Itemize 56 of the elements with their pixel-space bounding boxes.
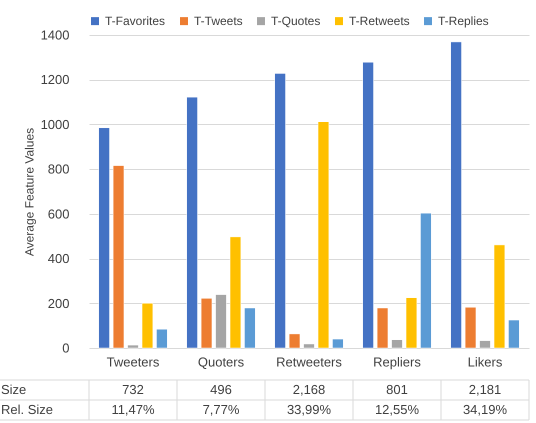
bar: [332, 338, 344, 348]
bar: [156, 328, 168, 348]
text: 2,168: [292, 382, 326, 397]
text: 496: [210, 382, 232, 397]
text: Size: [1, 382, 26, 397]
legend-label: T-Retweets: [349, 14, 410, 28]
bar: [112, 165, 124, 348]
y-tick-label: 400: [48, 251, 70, 266]
legend-label: T-Tweets: [194, 14, 243, 28]
y-tick-label: 0: [62, 340, 70, 356]
text: 801: [386, 382, 408, 397]
bar: [406, 297, 418, 348]
legend-label: T-Replies: [438, 14, 489, 28]
legend-label: T-Favorites: [105, 14, 166, 28]
text: 33,99%: [286, 402, 332, 417]
bar: [127, 344, 139, 348]
text: Rel. Size: [1, 402, 54, 417]
x-tick-label: Retweeters: [276, 354, 342, 370]
bar: [420, 212, 432, 348]
bar: [450, 42, 462, 348]
x-tick-label: Repliers: [373, 354, 422, 370]
bar: [479, 340, 491, 348]
y-tick-label: 1000: [40, 116, 70, 132]
bar: [186, 96, 198, 348]
text: 2,181: [468, 382, 502, 397]
bar: [244, 308, 256, 348]
bar: [142, 303, 154, 348]
bar: [362, 62, 374, 348]
text: 11,47%: [111, 402, 155, 417]
bar: [288, 334, 300, 348]
bar: [318, 121, 330, 348]
text: 12,55%: [374, 402, 420, 417]
bar: [464, 307, 476, 348]
y-tick-label: 800: [48, 162, 70, 177]
bar: [230, 236, 242, 348]
bar: [508, 320, 520, 348]
x-tick-label: Quoters: [198, 354, 245, 370]
y-axis-title: Average Feature Values: [22, 128, 37, 256]
bar: [215, 294, 227, 348]
bar: [376, 308, 388, 348]
bar: [274, 73, 286, 348]
text: 7,77%: [202, 402, 240, 417]
text: 732: [122, 382, 144, 397]
legend-label: T-Quotes: [271, 14, 320, 28]
y-tick-label: 1400: [40, 28, 70, 42]
x-tick-label: Tweeters: [106, 354, 160, 370]
y-tick-label: 200: [48, 296, 70, 311]
y-tick-label: 600: [48, 206, 70, 222]
bar: [391, 339, 403, 348]
y-tick-label: 1200: [40, 72, 70, 88]
x-tick-label: Likers: [468, 354, 503, 370]
bar: [303, 344, 315, 348]
bar: [200, 298, 212, 348]
bar: [494, 244, 506, 348]
text: 34,19%: [462, 402, 508, 417]
bar: [98, 128, 110, 348]
